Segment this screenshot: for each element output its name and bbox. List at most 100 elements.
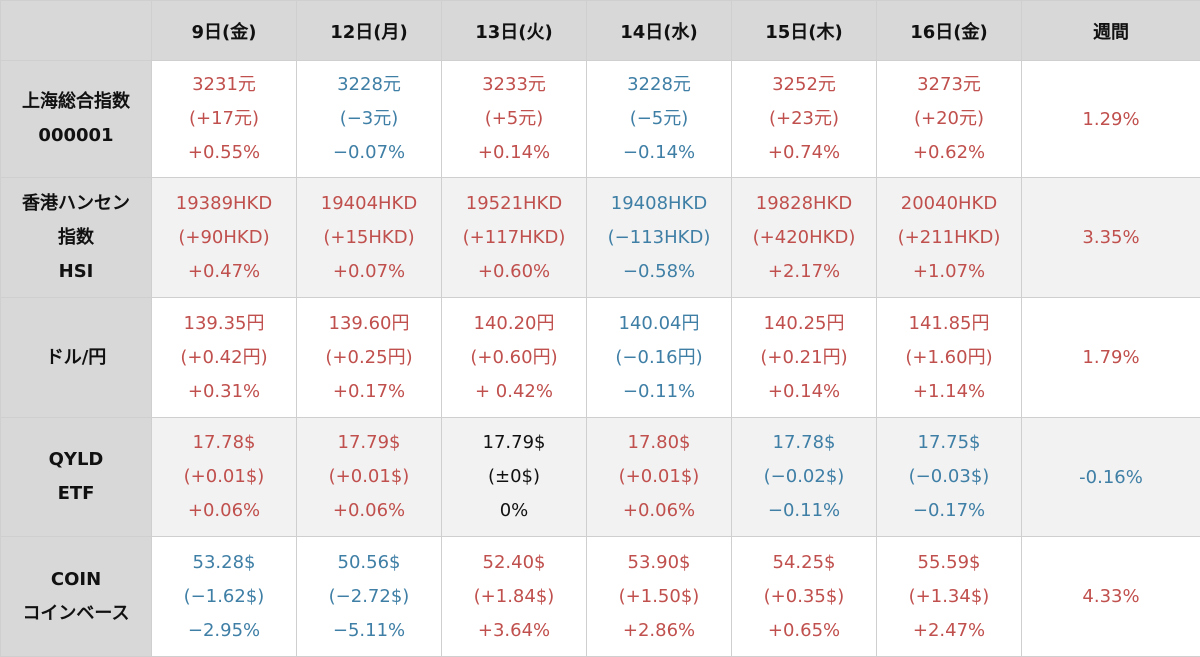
change-percent: −2.95%: [152, 614, 296, 648]
weekly-change: 3.35%: [1022, 178, 1200, 298]
value-cell: 17.75$(−0.03$)−0.17%: [877, 418, 1022, 537]
value-cell: 19404HKD(+15HKD)+0.07%: [297, 178, 442, 298]
price-value: 19389HKD: [152, 187, 296, 221]
value-cell: 17.80$(+0.01$)+0.06%: [587, 418, 732, 537]
price-value: 140.20円: [442, 307, 586, 341]
change-percent: +0.55%: [152, 136, 296, 170]
change-percent: +0.31%: [152, 375, 296, 409]
change-percent: +1.07%: [877, 255, 1021, 289]
change-percent: +0.06%: [297, 494, 441, 528]
change-percent: −0.14%: [587, 136, 731, 170]
change-percent: +0.47%: [152, 255, 296, 289]
value-cell: 17.78$(−0.02$)−0.11%: [732, 418, 877, 537]
row-label-line: ETF: [1, 477, 151, 511]
value-cell: 3231元(+17元)+0.55%: [152, 61, 297, 178]
header-day-3: 13日(火): [442, 1, 587, 61]
header-row: 9日(金) 12日(月) 13日(火) 14日(水) 15日(木) 16日(金)…: [1, 1, 1200, 61]
change-value: (+1.84$): [442, 580, 586, 614]
price-value: 53.28$: [152, 546, 296, 580]
row-label-line: HSI: [1, 255, 151, 289]
change-percent: +0.07%: [297, 255, 441, 289]
change-percent: +2.86%: [587, 614, 731, 648]
price-value: 3233元: [442, 68, 586, 102]
change-percent: −0.07%: [297, 136, 441, 170]
value-cell: 54.25$(+0.35$)+0.65%: [732, 537, 877, 657]
change-value: (+0.35$): [732, 580, 876, 614]
price-value: 19408HKD: [587, 187, 731, 221]
change-value: (±0$): [442, 460, 586, 494]
price-value: 17.79$: [297, 426, 441, 460]
change-percent: +2.17%: [732, 255, 876, 289]
change-percent: +0.74%: [732, 136, 876, 170]
change-value: (+17元): [152, 102, 296, 136]
change-value: (+20元): [877, 102, 1021, 136]
price-value: 54.25$: [732, 546, 876, 580]
change-value: (−2.72$): [297, 580, 441, 614]
price-value: 55.59$: [877, 546, 1021, 580]
header-day-1: 9日(金): [152, 1, 297, 61]
value-cell: 140.20円(+0.60円)+ 0.42%: [442, 298, 587, 418]
header-day-2: 12日(月): [297, 1, 442, 61]
weekly-change: 4.33%: [1022, 537, 1200, 657]
price-value: 3252元: [732, 68, 876, 102]
change-percent: +0.17%: [297, 375, 441, 409]
change-percent: −0.11%: [587, 375, 731, 409]
header-day-5: 15日(木): [732, 1, 877, 61]
header-day-4: 14日(水): [587, 1, 732, 61]
row-label-line: 上海総合指数: [1, 85, 151, 119]
value-cell: 141.85円(+1.60円)+1.14%: [877, 298, 1022, 418]
change-percent: −0.58%: [587, 255, 731, 289]
change-percent: +0.65%: [732, 614, 876, 648]
row-label-line: コインベース: [1, 597, 151, 631]
change-percent: +3.64%: [442, 614, 586, 648]
row-label-line: QYLD: [1, 443, 151, 477]
corner-cell: [1, 1, 152, 61]
change-value: (+420HKD): [732, 221, 876, 255]
change-percent: −0.17%: [877, 494, 1021, 528]
value-cell: 55.59$(+1.34$)+2.47%: [877, 537, 1022, 657]
change-value: (−3元): [297, 102, 441, 136]
change-percent: 0%: [442, 494, 586, 528]
value-cell: 19408HKD(−113HKD)−0.58%: [587, 178, 732, 298]
value-cell: 17.78$(+0.01$)+0.06%: [152, 418, 297, 537]
price-value: 140.25円: [732, 307, 876, 341]
change-percent: −0.11%: [732, 494, 876, 528]
weekly-change: -0.16%: [1022, 418, 1200, 537]
price-value: 53.90$: [587, 546, 731, 580]
row-label-line: COIN: [1, 563, 151, 597]
row-label-line: 000001: [1, 119, 151, 153]
value-cell: 140.04円(−0.16円)−0.11%: [587, 298, 732, 418]
change-value: (+15HKD): [297, 221, 441, 255]
change-percent: +1.14%: [877, 375, 1021, 409]
price-value: 140.04円: [587, 307, 731, 341]
value-cell: 139.60円(+0.25円)+0.17%: [297, 298, 442, 418]
price-value: 17.78$: [732, 426, 876, 460]
change-percent: −5.11%: [297, 614, 441, 648]
change-percent: +0.14%: [442, 136, 586, 170]
change-value: (+0.60円): [442, 341, 586, 375]
value-cell: 53.90$(+1.50$)+2.86%: [587, 537, 732, 657]
row-label-line: 香港ハンセン: [1, 187, 151, 221]
weekly-change: 1.29%: [1022, 61, 1200, 178]
change-percent: +0.14%: [732, 375, 876, 409]
change-percent: +0.06%: [587, 494, 731, 528]
row-label-line: ドル/円: [1, 341, 151, 375]
change-value: (+90HKD): [152, 221, 296, 255]
row-label: ドル/円: [1, 298, 152, 418]
change-value: (+5元): [442, 102, 586, 136]
price-value: 3231元: [152, 68, 296, 102]
price-value: 17.78$: [152, 426, 296, 460]
value-cell: 139.35円(+0.42円)+0.31%: [152, 298, 297, 418]
price-value: 19404HKD: [297, 187, 441, 221]
change-value: (−113HKD): [587, 221, 731, 255]
price-value: 141.85円: [877, 307, 1021, 341]
